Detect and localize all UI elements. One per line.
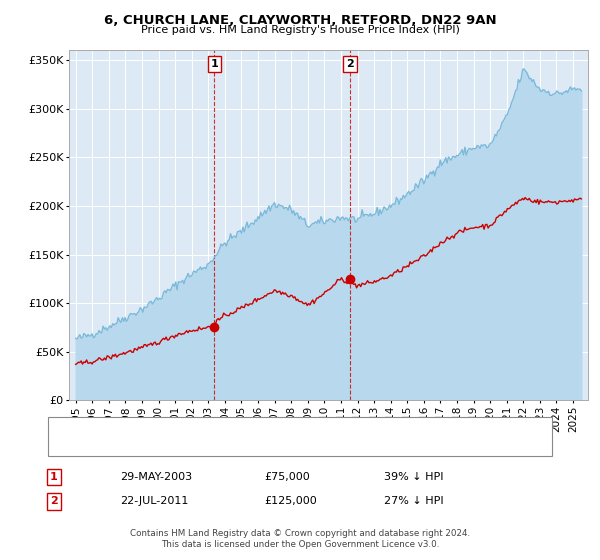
Text: 22-JUL-2011: 22-JUL-2011 bbox=[120, 496, 188, 506]
Text: HPI: Average price, detached house, Bassetlaw: HPI: Average price, detached house, Bass… bbox=[99, 440, 345, 450]
Text: Price paid vs. HM Land Registry's House Price Index (HPI): Price paid vs. HM Land Registry's House … bbox=[140, 25, 460, 35]
Text: 2: 2 bbox=[50, 496, 58, 506]
Text: £75,000: £75,000 bbox=[264, 472, 310, 482]
Text: 2: 2 bbox=[346, 59, 354, 69]
Text: 6, CHURCH LANE, CLAYWORTH, RETFORD, DN22 9AN: 6, CHURCH LANE, CLAYWORTH, RETFORD, DN22… bbox=[104, 14, 496, 27]
Text: 6, CHURCH LANE, CLAYWORTH, RETFORD, DN22 9AN (detached house): 6, CHURCH LANE, CLAYWORTH, RETFORD, DN22… bbox=[99, 423, 470, 433]
Text: 29-MAY-2003: 29-MAY-2003 bbox=[120, 472, 192, 482]
Text: Contains HM Land Registry data © Crown copyright and database right 2024.
This d: Contains HM Land Registry data © Crown c… bbox=[130, 529, 470, 549]
Text: 39% ↓ HPI: 39% ↓ HPI bbox=[384, 472, 443, 482]
Text: £125,000: £125,000 bbox=[264, 496, 317, 506]
Text: 1: 1 bbox=[211, 59, 218, 69]
Text: 1: 1 bbox=[50, 472, 58, 482]
Text: 27% ↓ HPI: 27% ↓ HPI bbox=[384, 496, 443, 506]
